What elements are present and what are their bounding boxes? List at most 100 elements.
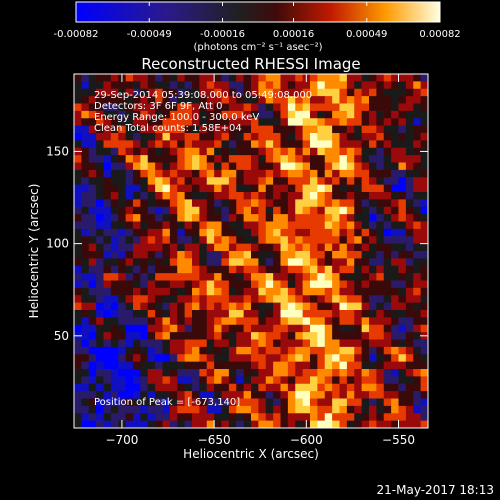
heatmap-cell — [192, 243, 200, 252]
heatmap-cell — [140, 147, 149, 156]
heatmap-cell — [133, 391, 141, 399]
heatmap-cell — [413, 214, 422, 222]
heatmap-cell — [169, 420, 178, 429]
heatmap-cell — [125, 339, 134, 348]
heatmap-cell — [96, 125, 104, 134]
heatmap-cell — [81, 273, 90, 281]
heatmap-cell — [243, 332, 252, 340]
heatmap-cell — [81, 110, 90, 119]
heatmap-cell — [133, 405, 141, 414]
heatmap-cell — [258, 169, 267, 178]
heatmap-cell — [346, 214, 355, 222]
heatmap-cell — [273, 199, 281, 208]
heatmap-cell — [354, 199, 363, 208]
heatmap-cell — [398, 420, 407, 429]
heatmap-cell — [324, 221, 333, 230]
x-axis-label: Heliocentric X (arcsec) — [183, 447, 319, 461]
heatmap-cell — [383, 354, 392, 363]
heatmap-cell — [287, 251, 296, 259]
heatmap-cell — [243, 265, 252, 274]
heatmap-cell — [354, 280, 363, 289]
heatmap-cell — [383, 376, 392, 385]
heatmap-cell — [103, 243, 112, 252]
heatmap-cell — [81, 81, 90, 90]
heatmap-cell — [251, 74, 259, 82]
heatmap-cell — [236, 162, 245, 171]
heatmap-cell — [398, 332, 407, 340]
heatmap-cell — [96, 228, 104, 237]
heatmap-cell — [251, 169, 259, 178]
heatmap-cell — [74, 339, 82, 348]
heatmap-cell — [310, 199, 318, 208]
heatmap-cell — [398, 103, 407, 112]
heatmap-cell — [398, 302, 407, 311]
heatmap-cell — [287, 206, 296, 215]
heatmap-cell — [273, 169, 281, 178]
heatmap-cell — [74, 295, 82, 304]
heatmap-cell — [369, 310, 377, 318]
heatmap-cell — [354, 391, 363, 399]
heatmap-cell — [177, 206, 186, 215]
heatmap-cell — [391, 140, 399, 149]
heatmap-cell — [280, 383, 289, 392]
heatmap-cell — [147, 354, 156, 363]
heatmap-cell — [339, 280, 348, 289]
heatmap-cell — [295, 125, 304, 134]
heatmap-cell — [206, 88, 215, 97]
heatmap-cell — [376, 155, 385, 163]
heatmap-cell — [147, 133, 156, 141]
heatmap-cell — [214, 155, 222, 163]
heatmap-cell — [391, 184, 399, 193]
heatmap-cell — [258, 221, 267, 230]
heatmap-cell — [125, 96, 134, 104]
heatmap-cell — [88, 118, 97, 127]
heatmap-cell — [140, 287, 149, 296]
heatmap-cell — [243, 310, 252, 318]
heatmap-cell — [332, 361, 340, 370]
heatmap-cell — [177, 199, 186, 208]
heatmap-cell — [369, 391, 377, 399]
heatmap-cell — [155, 155, 163, 163]
heatmap-cell — [361, 81, 370, 90]
heatmap-cell — [354, 310, 363, 318]
heatmap-cell — [287, 118, 296, 127]
heatmap-cell — [420, 118, 429, 127]
heatmap-cell — [81, 125, 90, 134]
heatmap-cell — [251, 339, 259, 348]
heatmap-cell — [140, 310, 149, 318]
heatmap-cell — [295, 339, 304, 348]
heatmap-cell — [110, 118, 119, 127]
heatmap-cell — [317, 96, 326, 104]
heatmap-cell — [405, 391, 414, 399]
heatmap-cell — [125, 265, 134, 274]
heatmap-cell — [251, 103, 259, 112]
heatmap-cell — [265, 206, 274, 215]
heatmap-cell — [125, 391, 134, 399]
heatmap-cell — [236, 199, 245, 208]
heatmap-cell — [88, 405, 97, 414]
heatmap-cell — [258, 155, 267, 163]
heatmap-cell — [295, 184, 304, 193]
heatmap-cell — [169, 376, 178, 385]
heatmap-cell — [192, 103, 200, 112]
heatmap-cell — [110, 405, 119, 414]
heatmap-cell — [192, 155, 200, 163]
heatmap-cell — [192, 391, 200, 399]
heatmap-cell — [155, 214, 163, 222]
heatmap-cell — [74, 420, 82, 429]
heatmap-cell — [302, 310, 311, 318]
heatmap-cell — [346, 273, 355, 281]
heatmap-cell — [295, 346, 304, 355]
heatmap-cell — [88, 236, 97, 245]
heatmap-cell — [332, 287, 340, 296]
heatmap-cell — [317, 103, 326, 112]
heatmap-cell — [383, 302, 392, 311]
heatmap-cell — [302, 339, 311, 348]
heatmap-cell — [184, 405, 193, 414]
heatmap-cell — [221, 184, 230, 193]
heatmap-cell — [169, 74, 178, 82]
heatmap-cell — [177, 74, 186, 82]
heatmap-cell — [125, 280, 134, 289]
heatmap-cell — [110, 287, 119, 296]
heatmap-cell — [192, 74, 200, 82]
